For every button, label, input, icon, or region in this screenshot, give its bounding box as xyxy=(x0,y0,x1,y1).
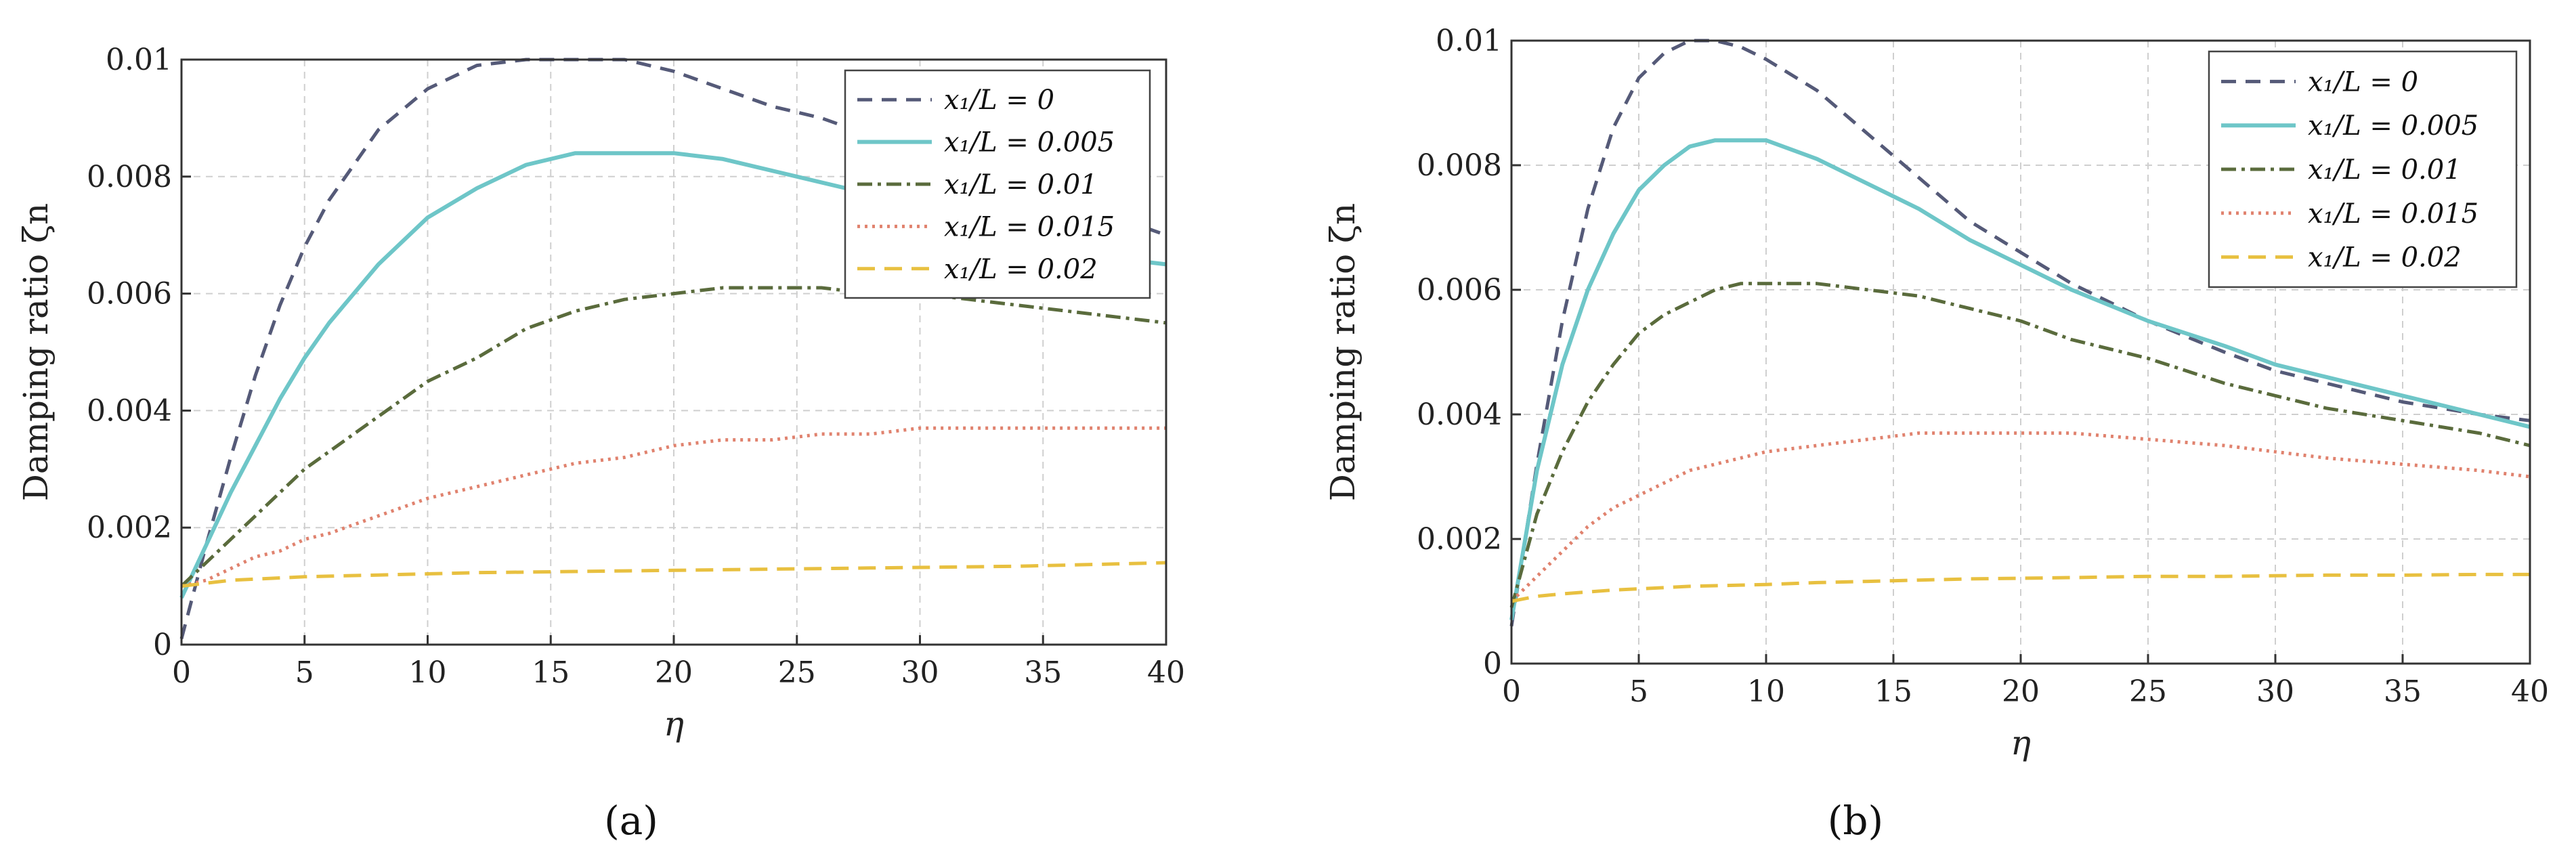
x-tick-label: 25 xyxy=(2129,674,2167,709)
y-tick-label: 0.004 xyxy=(1417,397,1502,432)
y-tick-label: 0.002 xyxy=(1417,522,1502,557)
series-line-4 xyxy=(181,561,1167,588)
x-tick-label: 35 xyxy=(2384,674,2422,709)
legend: x₁/L = 0 x₁/L = 0.005 x₁/L = 0.01 x₁/L = 0.… xyxy=(2208,50,2518,288)
x-tick-label: 5 xyxy=(295,655,314,690)
y-axis-label: Damping ratio ζn xyxy=(1323,203,1362,502)
legend-label-3: x₁/L = 0.015 xyxy=(944,211,1115,242)
series-line-2 xyxy=(180,286,1167,588)
x-tick-label: 25 xyxy=(778,655,816,690)
x-tick-label: 5 xyxy=(1629,674,1648,709)
y-tick-label: 0.01 xyxy=(1436,24,1502,58)
legend: x₁/L = 0 x₁/L = 0.005 x₁/L = 0.01 x₁/L = 0.… xyxy=(844,69,1151,299)
x-axis-label: η xyxy=(2011,723,2031,762)
y-tick-label: 0.006 xyxy=(87,277,172,311)
x-tick-label: 40 xyxy=(1147,655,1185,690)
y-tick-label: 0.004 xyxy=(87,393,172,428)
x-tick-label: 0 xyxy=(172,655,191,690)
y-tick-label: 0 xyxy=(1483,647,1502,681)
legend-label-1: x₁/L = 0.005 xyxy=(2308,110,2478,142)
y-tick-label: 0 xyxy=(153,628,172,662)
caption-a: (a) xyxy=(604,798,658,844)
series-line-3 xyxy=(1510,431,2531,603)
legend-label-2: x₁/L = 0.01 xyxy=(944,169,1098,200)
caption-b: (b) xyxy=(1828,798,1883,844)
y-tick-label: 0.006 xyxy=(1417,273,1502,307)
x-tick-label: 35 xyxy=(1024,655,1062,690)
y-tick-label: 0.008 xyxy=(87,160,172,194)
legend-label-4: x₁/L = 0.02 xyxy=(944,254,1098,285)
y-axis-label: Damping ratio ζn xyxy=(16,203,56,502)
x-tick-label: 20 xyxy=(655,655,693,690)
x-tick-label: 10 xyxy=(409,655,447,690)
x-tick-label: 15 xyxy=(1874,674,1912,709)
x-tick-label: 20 xyxy=(2002,674,2040,709)
y-tick-label: 0.01 xyxy=(106,43,172,77)
legend-label-2: x₁/L = 0.01 xyxy=(2308,154,2462,186)
legend-label-4: x₁/L = 0.02 xyxy=(2308,242,2462,274)
panel-b: 0 5 10 15 20 25 30 35 40 0 0.002 0.004 0.006 0.008 0.0… xyxy=(1323,24,2549,762)
series-line-4 xyxy=(1511,572,2530,603)
series-line-1 xyxy=(1509,138,2531,621)
x-tick-label: 30 xyxy=(901,655,939,690)
panel-a: 0 5 10 15 20 25 30 35 40 0 0.002 0.004 0.006 0.008 0.0… xyxy=(16,43,1185,743)
x-tick-label: 30 xyxy=(2256,674,2294,709)
legend-label-3: x₁/L = 0.015 xyxy=(2308,198,2478,230)
x-axis-label: η xyxy=(664,704,684,743)
legend-label-1: x₁/L = 0.005 xyxy=(944,127,1115,158)
y-tick-label: 0.002 xyxy=(87,511,172,545)
y-tick-label: 0.008 xyxy=(1417,148,1502,183)
series-line-0 xyxy=(1509,39,2531,627)
x-tick-label: 10 xyxy=(1747,674,1785,709)
x-tick-label: 15 xyxy=(532,655,570,690)
x-tick-label: 0 xyxy=(1502,674,1521,709)
legend-label-0: x₁/L = 0 xyxy=(2308,66,2418,98)
x-tick-label: 40 xyxy=(2511,674,2549,709)
legend-label-0: x₁/L = 0 xyxy=(944,85,1054,116)
